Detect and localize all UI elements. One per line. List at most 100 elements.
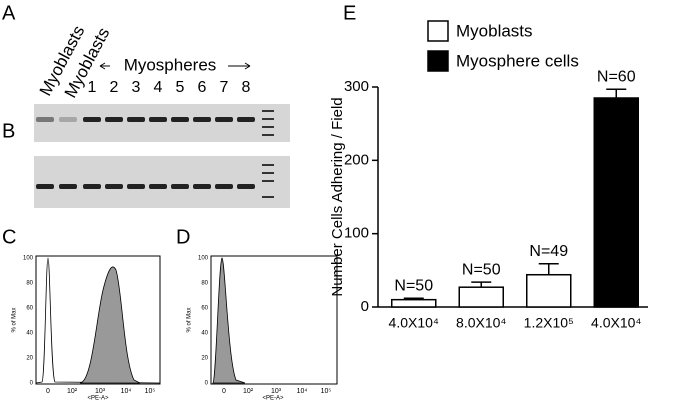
band bbox=[149, 184, 167, 189]
x-tick-label: 10² bbox=[243, 388, 254, 395]
band bbox=[237, 184, 255, 189]
band bbox=[36, 117, 54, 122]
band bbox=[171, 117, 189, 122]
x-tick-label: 8.0X10⁴ bbox=[456, 315, 506, 331]
band bbox=[127, 184, 145, 189]
frame bbox=[35, 255, 161, 385]
x-tick-label: 10⁵ bbox=[145, 388, 156, 395]
band bbox=[193, 117, 211, 122]
panel-label: A bbox=[2, 2, 16, 24]
gel bbox=[34, 104, 290, 142]
band bbox=[59, 117, 77, 122]
annotation: N=50 bbox=[462, 261, 501, 278]
y-tick-label: 0 bbox=[30, 381, 34, 387]
bar bbox=[526, 273, 572, 308]
lane-number: 5 bbox=[176, 79, 185, 96]
y-tick-label: 100 bbox=[23, 256, 34, 262]
ladder bbox=[262, 180, 274, 182]
y-tick-label: 40 bbox=[201, 331, 208, 337]
bar bbox=[593, 97, 639, 308]
y-tick-label: 300 bbox=[344, 78, 369, 95]
x-tick-label: 0 bbox=[222, 388, 226, 395]
legend-swatch bbox=[427, 20, 449, 42]
y-tick-label: 200 bbox=[344, 151, 369, 168]
x-tick-label: 10² bbox=[67, 388, 78, 395]
panel-label: C bbox=[2, 226, 16, 248]
y-tick-label: 0 bbox=[361, 298, 369, 315]
panel-label: B bbox=[2, 120, 15, 142]
y-axis-title: % of Max bbox=[187, 307, 193, 332]
panel-label: E bbox=[343, 2, 356, 24]
band bbox=[83, 184, 101, 189]
band bbox=[36, 184, 54, 189]
ladder bbox=[262, 126, 274, 128]
histogram-curve bbox=[79, 266, 141, 384]
band bbox=[105, 184, 123, 189]
x-tick-label: 1.2X10⁵ bbox=[524, 315, 574, 331]
y-tick-label: 40 bbox=[26, 331, 33, 337]
arrows bbox=[99, 62, 251, 70]
lane-number: 3 bbox=[132, 79, 141, 96]
band bbox=[59, 184, 77, 189]
x-tick-label: 10³ bbox=[95, 388, 106, 395]
histograms: 0 20 40 60 80 100 0 10² 10³ 10⁴ 10⁵ <PE-A> % of Max 0… bbox=[12, 255, 338, 402]
lane-number: 2 bbox=[110, 79, 119, 96]
lane-number: 6 bbox=[198, 79, 207, 96]
x-tick-label: 4.0X10⁴ bbox=[591, 315, 641, 331]
ladder bbox=[262, 110, 274, 112]
y-tick-label: 60 bbox=[201, 306, 208, 312]
band bbox=[127, 117, 145, 122]
x-tick-label: 10³ bbox=[271, 388, 282, 395]
group-label: Myospheres bbox=[124, 55, 217, 74]
legend-swatch bbox=[427, 50, 449, 72]
annotation: N=49 bbox=[529, 243, 568, 260]
ladder bbox=[262, 172, 274, 174]
y-tick-label: 80 bbox=[26, 281, 33, 287]
annotation: N=50 bbox=[394, 277, 433, 294]
legend-label: Myosphere cells bbox=[456, 51, 579, 70]
y-tick-label: 80 bbox=[201, 281, 208, 287]
lane-number: 7 bbox=[220, 79, 229, 96]
histogram-curve bbox=[212, 257, 246, 384]
x-axis-title: <PE-A> bbox=[262, 396, 284, 402]
y-tick-label: 100 bbox=[198, 256, 209, 262]
band bbox=[83, 117, 101, 122]
y-axis-title: % of Max bbox=[12, 307, 18, 332]
legend-label: Myoblasts bbox=[456, 21, 533, 40]
lane-number: 1 bbox=[88, 79, 97, 96]
ladder bbox=[262, 118, 274, 120]
ladder bbox=[262, 196, 274, 198]
band bbox=[105, 117, 123, 122]
x-tick-label: 0 bbox=[46, 388, 50, 395]
y-tick-label: 100 bbox=[344, 225, 369, 242]
x-tick-label: 10⁵ bbox=[321, 388, 332, 395]
annotation: N=60 bbox=[597, 68, 636, 85]
y-tick-label: 20 bbox=[201, 356, 208, 362]
panel-label: D bbox=[176, 226, 190, 248]
chart: 0 100 200 300 Myoblasts Myosphere cells 4.0X10… bbox=[344, 20, 648, 331]
x-tick-label: 10⁴ bbox=[121, 388, 132, 395]
gel-bands bbox=[36, 110, 274, 198]
y-tick-label: 0 bbox=[205, 381, 209, 387]
y-axis-title: Number Cells Adhering / Field bbox=[329, 97, 346, 296]
band bbox=[215, 184, 233, 189]
band bbox=[171, 184, 189, 189]
band bbox=[149, 117, 167, 122]
frame bbox=[210, 255, 338, 385]
lane-number: 8 bbox=[242, 79, 251, 96]
y-tick-label: 60 bbox=[26, 306, 33, 312]
gel bbox=[34, 156, 290, 208]
x-tick-label: 4.0X10⁴ bbox=[389, 315, 439, 331]
x-tick-label: 10⁴ bbox=[297, 388, 308, 395]
ladder bbox=[262, 164, 274, 166]
bar bbox=[391, 298, 437, 308]
ladder bbox=[262, 134, 274, 136]
lane-number: 4 bbox=[154, 79, 163, 96]
band bbox=[193, 184, 211, 189]
histogram-curve bbox=[35, 257, 161, 384]
bar bbox=[458, 286, 504, 308]
band bbox=[237, 117, 255, 122]
y-tick-label: 20 bbox=[26, 356, 33, 362]
x-axis-title: <PE-A> bbox=[87, 396, 109, 402]
